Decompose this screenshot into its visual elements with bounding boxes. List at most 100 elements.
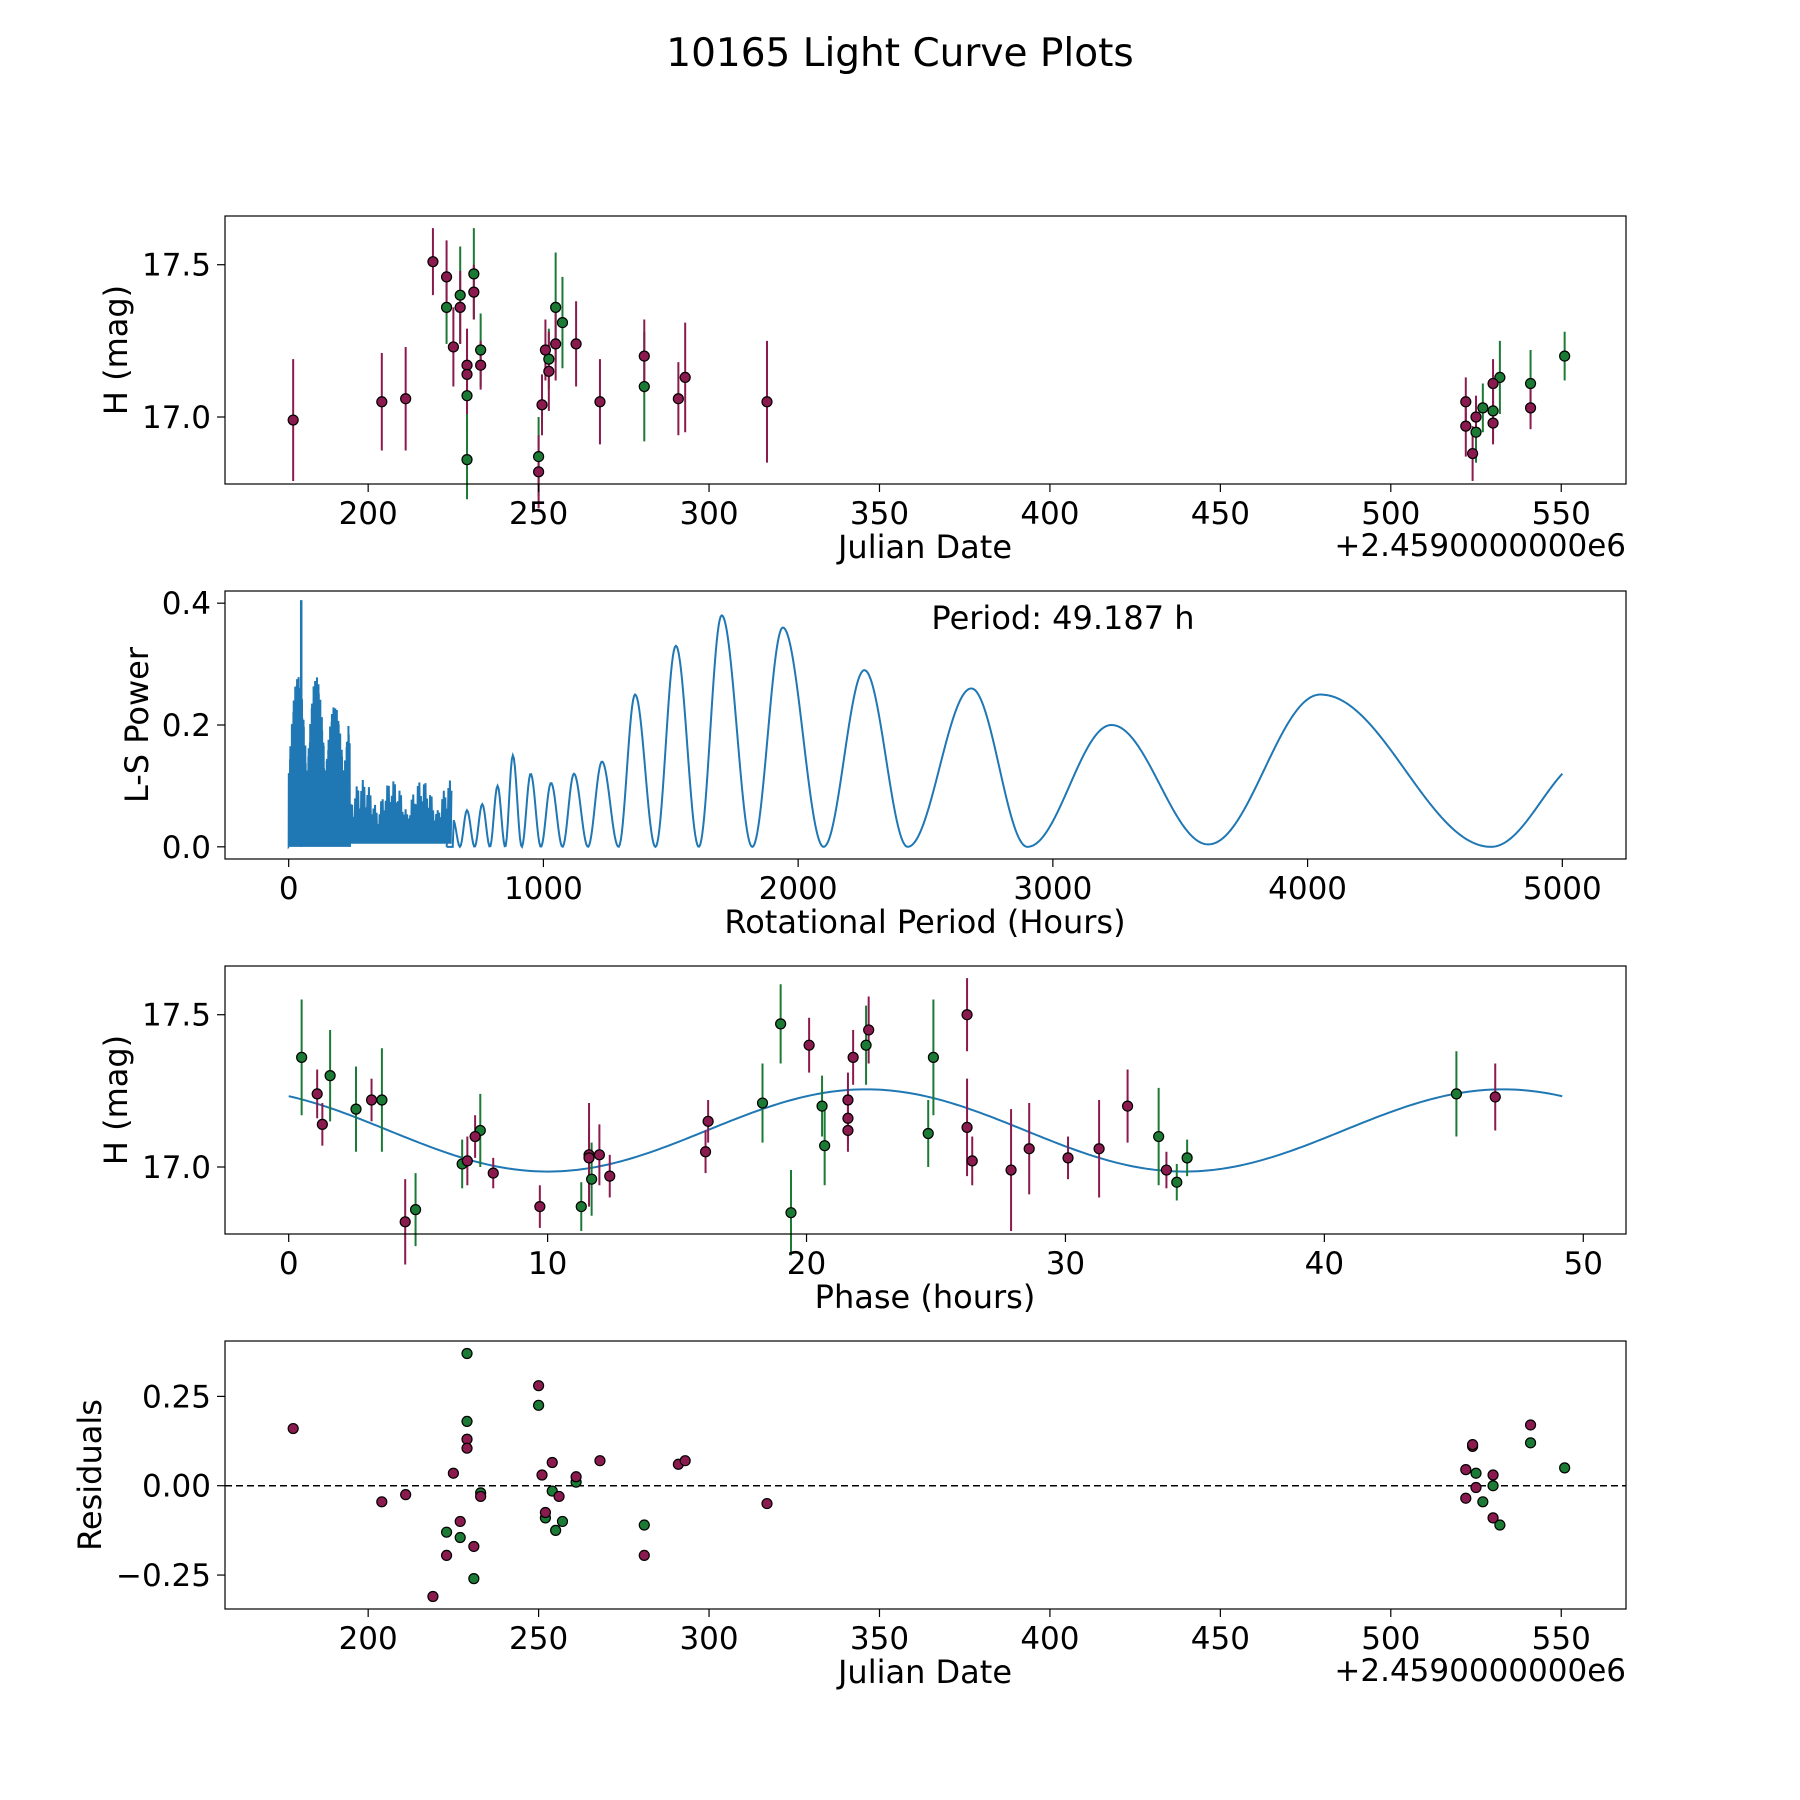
y-tick-label: 0.00	[142, 1469, 211, 1505]
x-tick-label: 450	[1191, 496, 1250, 532]
purple-data-point	[604, 1170, 616, 1182]
purple-data-point	[1460, 420, 1472, 432]
purple-data-point	[376, 396, 388, 408]
green-data-point	[1470, 426, 1482, 438]
green-data-point	[409, 1204, 422, 1216]
purple-data-point	[461, 1442, 473, 1454]
green-data-point	[819, 1140, 831, 1152]
purple-data-point	[1470, 1481, 1482, 1494]
green-data-point	[785, 1207, 797, 1219]
green-data-point	[296, 1051, 308, 1063]
purple-data-point	[594, 396, 606, 408]
periodogram-dense-curve	[287, 677, 351, 850]
purple-data-point	[847, 1051, 859, 1063]
green-data-point	[586, 1173, 598, 1185]
purple-data-point	[1062, 1152, 1074, 1164]
purple-data-point	[570, 338, 582, 350]
purple-data-point	[376, 1496, 388, 1508]
residuals-ticks: 200 250 300 350 400 450 500 550 −0.25 0.00 0.25	[116, 1379, 1591, 1657]
purple-data-point	[475, 1490, 487, 1503]
x-tick-label: 200	[339, 496, 398, 532]
light-curve-panel: 200 250 300 350 400 450 500 550 17.0 17.5 Julian …	[97, 215, 1627, 566]
y-tick-label: 17.5	[142, 998, 211, 1034]
purple-data-point	[533, 466, 545, 478]
purple-data-point	[1487, 1512, 1499, 1524]
periodogram-y-label: L-S Power	[118, 646, 156, 803]
purple-data-point	[469, 1130, 481, 1143]
x-tick-label: 30	[1046, 1246, 1085, 1282]
purple-data-point	[533, 1380, 545, 1392]
purple-data-point	[316, 1118, 328, 1130]
purple-data-point	[1524, 402, 1537, 414]
green-data-point	[1494, 371, 1506, 384]
green-data-point	[461, 1415, 473, 1428]
light-curve-ticks: 200 250 300 350 400 450 500 550 17.0 17.5	[142, 248, 1591, 532]
green-data-point	[1494, 1519, 1506, 1531]
green-data-point	[575, 1200, 587, 1213]
purple-data-point	[461, 359, 473, 371]
green-data-point	[454, 1531, 466, 1544]
purple-data-point	[1487, 417, 1499, 429]
purple-data-point	[287, 1422, 299, 1435]
green-data-point	[927, 1051, 939, 1063]
purple-data-point	[539, 344, 552, 356]
purple-data-point	[311, 1088, 323, 1100]
purple-data-point	[1467, 1439, 1479, 1451]
residuals-x-label: Julian Date	[836, 1653, 1012, 1691]
figure-title: 10165 Light Curve Plots	[666, 31, 1133, 76]
purple-data-point	[699, 1146, 712, 1158]
green-data-point	[775, 1018, 787, 1030]
periodogram-ticks: 0 1000 2000 3000 4000 5000 0.0 0.2 0.4	[162, 586, 1602, 907]
periodogram-smooth-curve	[446, 614, 1564, 849]
x-tick-label: 200	[339, 1621, 398, 1657]
purple-data-point	[543, 365, 555, 377]
green-data-point	[324, 1070, 336, 1082]
phase-plot-frame	[224, 965, 1627, 1235]
purple-data-point	[679, 371, 691, 384]
phase-ticks: 0 10 20 30 40 50 17.0 17.5	[142, 998, 1603, 1282]
green-data-point	[468, 268, 480, 280]
purple-data-point	[1487, 1469, 1499, 1481]
x-tick-label: 400	[1020, 1621, 1079, 1657]
purple-data-point	[1467, 447, 1479, 460]
residuals-plot-frame	[224, 1340, 1627, 1610]
purple-data-point	[961, 1121, 973, 1134]
green-data-point	[468, 1573, 480, 1585]
green-data-point	[350, 1103, 362, 1115]
green-data-point	[461, 454, 473, 466]
green-data-point	[533, 450, 545, 463]
light-curve-y-label: H (mag)	[97, 285, 135, 415]
x-tick-label: 3000	[1013, 871, 1092, 907]
purple-data-point	[961, 1009, 973, 1021]
x-tick-label: 550	[1532, 1621, 1591, 1657]
x-tick-label: 350	[850, 1621, 909, 1657]
green-data-point	[1559, 350, 1571, 362]
y-tick-label: 0.4	[162, 586, 211, 622]
purple-data-point	[842, 1112, 854, 1124]
x-tick-label: 450	[1191, 1621, 1250, 1657]
green-data-point	[1153, 1130, 1165, 1143]
purple-data-point	[550, 338, 562, 350]
purple-data-point	[487, 1167, 499, 1179]
purple-data-point	[427, 256, 439, 268]
x-tick-label: 50	[1564, 1246, 1603, 1282]
green-data-point	[543, 353, 555, 365]
purple-data-point	[1460, 1464, 1472, 1476]
green-data-point	[1559, 1462, 1571, 1474]
purple-data-point	[583, 1152, 595, 1164]
phase-x-label: Phase (hours)	[815, 1278, 1036, 1316]
green-data-point	[376, 1094, 388, 1106]
purple-data-point	[475, 359, 487, 371]
purple-data-point	[842, 1094, 854, 1106]
x-tick-label: 500	[1361, 1621, 1420, 1657]
purple-data-point	[468, 1540, 480, 1553]
purple-data-point	[1524, 1419, 1537, 1431]
purple-data-point	[1460, 396, 1472, 408]
green-data-point	[1487, 405, 1499, 417]
x-tick-label: 2000	[759, 871, 838, 907]
green-data-point	[461, 1347, 473, 1360]
x-tick-label: 550	[1532, 496, 1591, 532]
purple-data-point	[761, 1497, 773, 1510]
x-tick-label: 400	[1020, 496, 1079, 532]
green-data-point	[475, 344, 487, 356]
